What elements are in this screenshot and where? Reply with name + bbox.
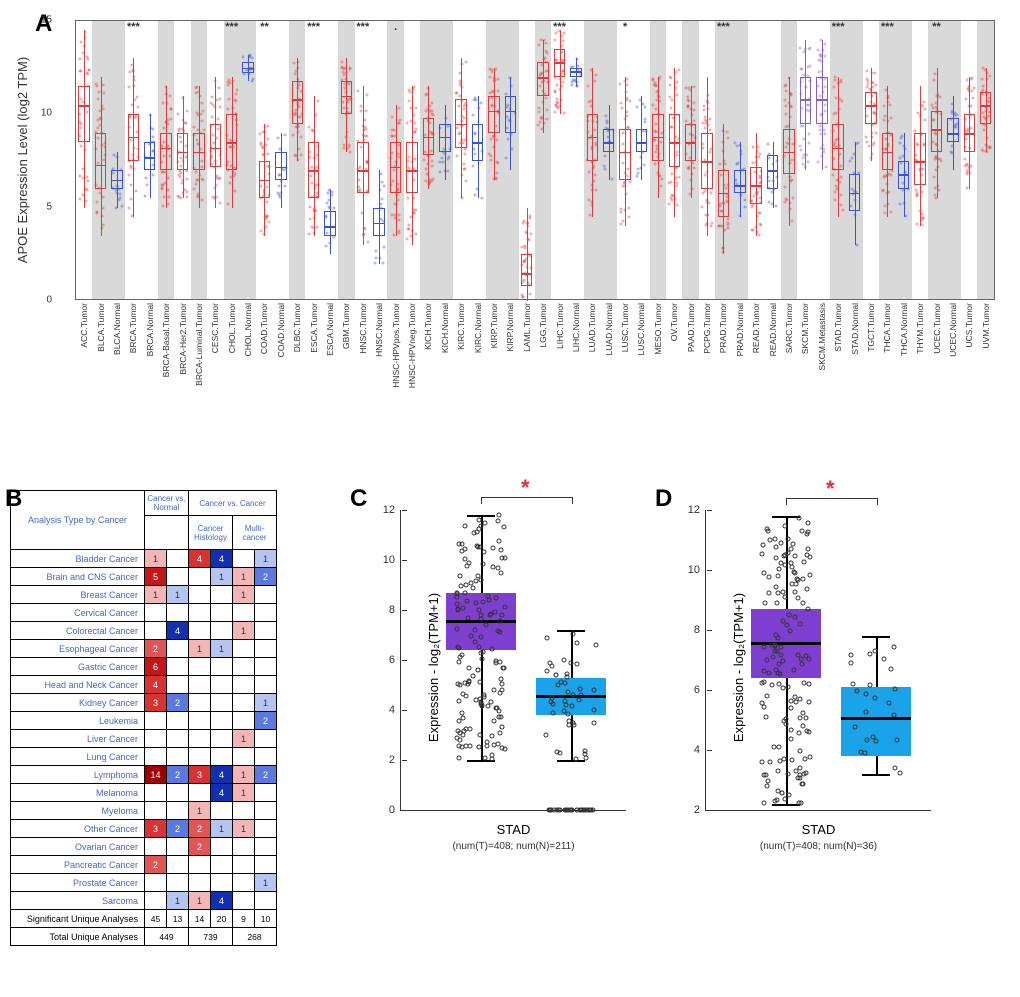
panel-a-y-title: APOE Expression Level (log2 TPM) [15, 57, 30, 263]
panel-c-chart: Expression - log₂(TPM+1) STAD (num(T)=40… [400, 510, 626, 811]
panel-a: A APOE Expression Level (log2 TPM) 05101… [10, 10, 1010, 450]
panel-b-label: B [5, 485, 22, 513]
panel-d: D Expression - log₂(TPM+1) STAD (num(T)=… [650, 490, 940, 860]
panel-b: B Analysis Type by CancerBladder CancerB… [10, 490, 330, 946]
panel-c-label: C [350, 485, 367, 513]
panel-d-label: D [655, 485, 672, 513]
panel-c-x-label: STAD (num(T)=408; num(N)=211) [401, 810, 626, 852]
panel-d-x-label: STAD (num(T)=408; num(N)=36) [706, 810, 931, 852]
panel-a-chart: ACC.TumorBLCA.TumorBLCA.NormalBRCA.Tumor… [75, 20, 995, 300]
panel-d-chart: Expression - log₂(TPM+1) STAD (num(T)=40… [705, 510, 931, 811]
panel-c: C Expression - log₂(TPM+1) STAD (num(T)=… [345, 490, 635, 860]
panel-d-y-title: Expression - log₂(TPM+1) [731, 593, 746, 742]
panel-c-y-title: Expression - log₂(TPM+1) [426, 593, 441, 742]
oncomine-table: Analysis Type by CancerBladder CancerBra… [10, 490, 330, 946]
